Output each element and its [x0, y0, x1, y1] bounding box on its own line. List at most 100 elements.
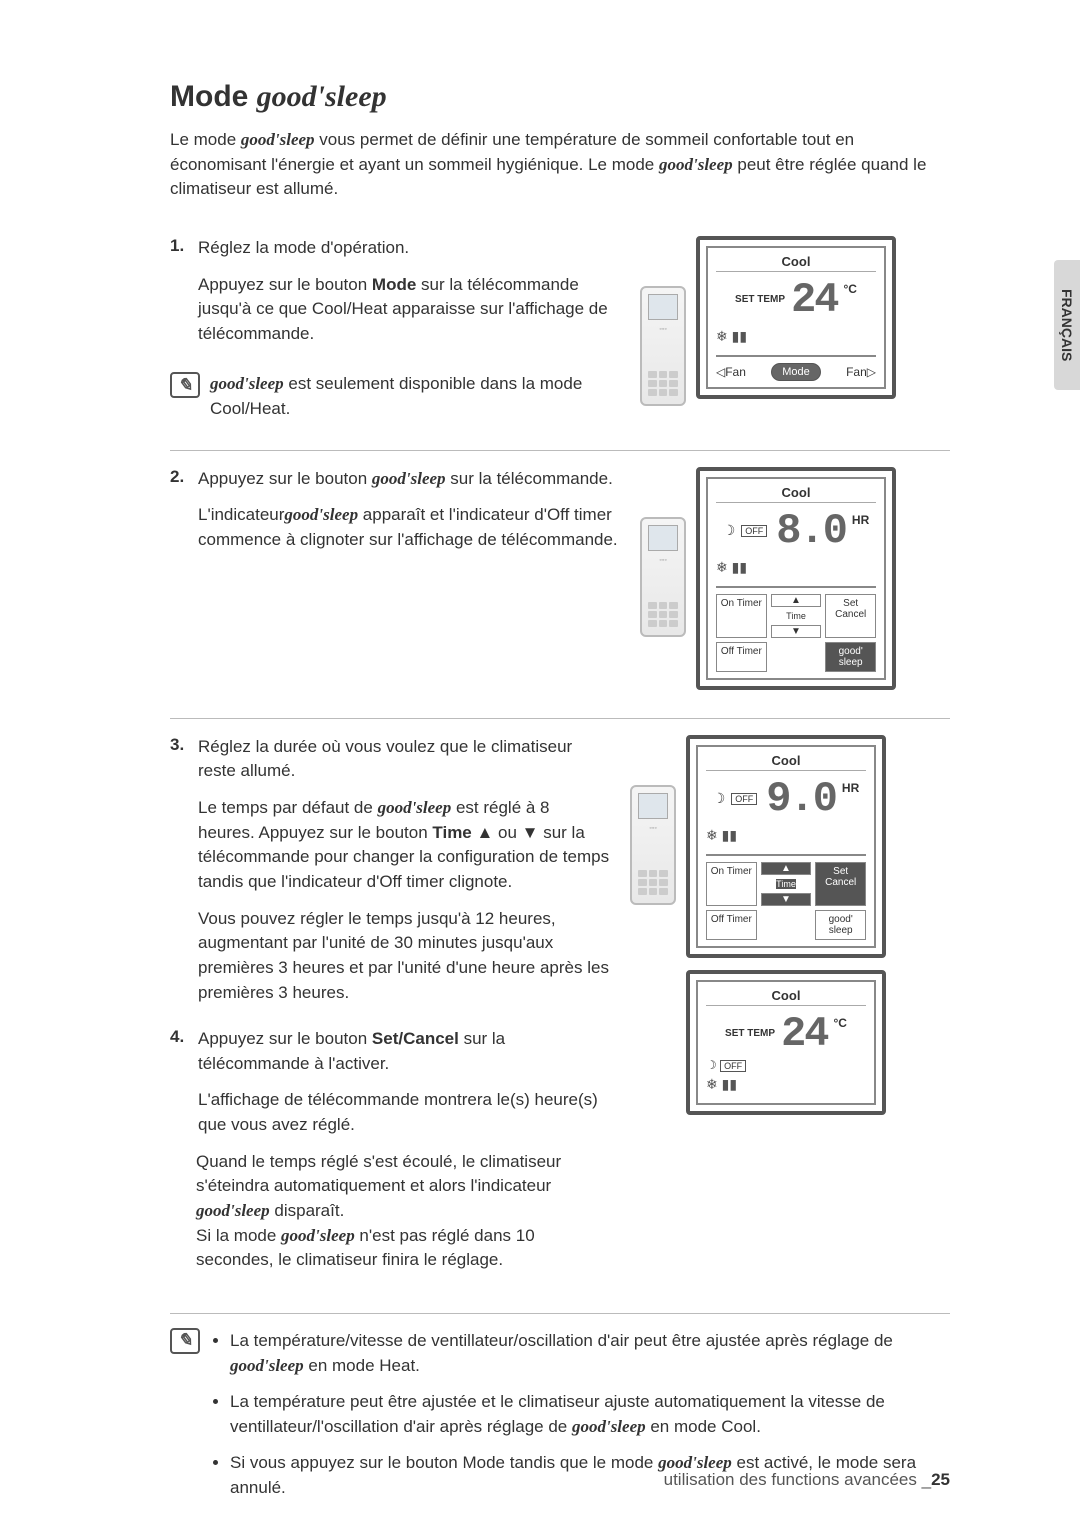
- s4l4a: s'éteindra automatiquement et alors l'in…: [196, 1176, 551, 1195]
- display-step1: Cool SET TEMP 24 °C ❄ ▮▮ ◁Fan Mode Fan▷: [696, 236, 896, 399]
- d3-offtimer: Off Timer: [706, 910, 757, 940]
- step4-line2: L'affichage de télécommande montrera le(…: [198, 1088, 610, 1137]
- s2l1a: Appuyez sur le bouton: [198, 469, 372, 488]
- step4-line4: s'éteindra automatiquement et alors l'in…: [196, 1174, 610, 1223]
- d4-icons: ❄ ▮▮: [706, 1072, 866, 1097]
- d2-gs-btn: good' sleep: [825, 642, 876, 672]
- d1-icons: ❄ ▮▮: [716, 324, 876, 349]
- d2-off: OFF: [741, 525, 767, 537]
- final-bullet-1: La température/vitesse de ventillateur/o…: [230, 1328, 950, 1379]
- d4-off: OFF: [720, 1060, 746, 1072]
- intro-gs2: good'sleep: [659, 155, 733, 174]
- note-icon: ✎: [170, 372, 200, 398]
- display-step4: Cool SET TEMP 24 °C ☽ OFF ❄ ▮▮: [686, 970, 886, 1115]
- d3-value: 9.0: [766, 775, 836, 823]
- fb1a: La température/vitesse de ventillateur/o…: [230, 1331, 893, 1350]
- fb2gs: good'sleep: [572, 1417, 646, 1436]
- d4-value: 24: [781, 1010, 827, 1058]
- d2-sleep-icon: ☽: [723, 522, 736, 539]
- step1-note: good'sleep est seulement disponible dans…: [210, 372, 620, 421]
- d2-value: 8.0: [776, 507, 846, 555]
- step1-number: 1.: [170, 236, 188, 256]
- d1-fanr: Fan▷: [846, 365, 876, 379]
- d3-unit: HR: [842, 781, 859, 795]
- d1-unit: °C: [843, 282, 856, 296]
- remote-illustration: ◦◦◦: [630, 785, 676, 905]
- footer-page-number: 25: [931, 1470, 950, 1489]
- d3-ontimer: On Timer: [706, 862, 757, 906]
- d4-unit: °C: [833, 1016, 846, 1030]
- step3-line1: Réglez la durée où vous voulez que le cl…: [198, 735, 610, 784]
- remote-illustration: ◦◦◦: [640, 517, 686, 637]
- d2-setcancel: Set Cancel: [825, 594, 876, 638]
- d3-icons: ❄ ▮▮: [706, 823, 866, 848]
- d2-icons: ❄ ▮▮: [716, 555, 876, 580]
- step4-line3: Quand le temps réglé s'est écoulé, le cl…: [196, 1150, 610, 1175]
- final-bullet-2: La température peut être ajustée et le c…: [230, 1389, 950, 1440]
- d2-offtimer: Off Timer: [716, 642, 767, 672]
- page-footer: utilisation des functions avancées _25: [664, 1470, 950, 1490]
- title-goodsleep: good'sleep: [257, 80, 387, 113]
- s4l5a: Si la mode: [196, 1226, 281, 1245]
- d2-ontimer: On Timer: [716, 594, 767, 638]
- step1-line1: Réglez la mode d'opération.: [198, 236, 620, 261]
- s4-setcancel-bold: Set/Cancel: [372, 1029, 459, 1048]
- step3-line2: Le temps par défaut de good'sleep est ré…: [198, 796, 610, 895]
- display-step2: Cool ☽ OFF 8.0 HR ❄ ▮▮ On Timer ▲ Time ▼…: [696, 467, 896, 690]
- d3-top: Cool: [706, 753, 866, 771]
- s2l1b: sur la télécommande.: [446, 469, 613, 488]
- remote-illustration: ◦◦◦: [640, 286, 686, 406]
- footer-text: utilisation des functions avancées _: [664, 1470, 931, 1489]
- step1-mode-bold: Mode: [372, 275, 416, 294]
- page-title: Mode good'sleep: [170, 80, 950, 114]
- d3-sleep-icon: ☽: [713, 790, 726, 807]
- step3-number: 3.: [170, 735, 188, 755]
- s3l2a: Le temps par défaut de: [198, 798, 378, 817]
- intro-gs1: good'sleep: [241, 130, 315, 149]
- s2l1gs: good'sleep: [372, 469, 446, 488]
- step-1: 1. Réglez la mode d'opération. Appuyez s…: [170, 220, 950, 451]
- step4-line1: Appuyez sur le bouton Set/Cancel sur la …: [198, 1027, 610, 1076]
- intro-t1: Le mode: [170, 130, 241, 149]
- d3-time: Time: [776, 879, 796, 889]
- fb2b: en mode Cool.: [646, 1417, 761, 1436]
- fb1b: en mode Heat.: [304, 1356, 420, 1375]
- d2-time: Time: [786, 611, 806, 621]
- step3-line3: Vous pouvez régler le temps jusqu'à 12 h…: [198, 907, 610, 1006]
- d1-value: 24: [791, 276, 837, 324]
- step4-line5: Si la mode good'sleep n'est pas réglé da…: [196, 1224, 610, 1273]
- step1-note-gs: good'sleep: [210, 374, 284, 393]
- d2-top: Cool: [716, 485, 876, 503]
- fb1gs: good'sleep: [230, 1356, 304, 1375]
- d2-unit: HR: [852, 513, 869, 527]
- step2-number: 2.: [170, 467, 188, 487]
- step2-line1: Appuyez sur le bouton good'sleep sur la …: [198, 467, 620, 492]
- step-3-4: 3. Réglez la durée où vous voulez que le…: [170, 719, 950, 1314]
- s4l5gs: good'sleep: [281, 1226, 355, 1245]
- step4-number: 4.: [170, 1027, 188, 1047]
- s2l2gs: good'sleep: [284, 505, 358, 524]
- s4l4b: disparaît.: [270, 1201, 345, 1220]
- d2-time-col: ▲ Time ▼: [771, 594, 822, 638]
- d1-mode-btn: Mode: [771, 363, 821, 381]
- d3-time-col: ▲ Time ▼: [761, 862, 812, 906]
- fb2a: La température peut être ajustée et le c…: [230, 1392, 885, 1437]
- note-icon: ✎: [170, 1328, 200, 1354]
- intro-paragraph: Le mode good'sleep vous permet de défini…: [170, 128, 950, 202]
- step1-l2a: Appuyez sur le bouton: [198, 275, 372, 294]
- d3-gs-btn: good' sleep: [815, 910, 866, 940]
- d3-off: OFF: [731, 793, 757, 805]
- s4l1a: Appuyez sur le bouton: [198, 1029, 372, 1048]
- display-step3: Cool ☽ OFF 9.0 HR ❄ ▮▮ On Timer ▲ Time ▼: [686, 735, 886, 958]
- d3-setcancel: Set Cancel: [815, 862, 866, 906]
- d1-fanl: ◁Fan: [716, 365, 746, 379]
- s3l2gs: good'sleep: [378, 798, 452, 817]
- s4l4gs: good'sleep: [196, 1201, 270, 1220]
- step-2: 2. Appuyez sur le bouton good'sleep sur …: [170, 451, 950, 719]
- d4-top: Cool: [706, 988, 866, 1006]
- step1-line2: Appuyez sur le bouton Mode sur la téléco…: [198, 273, 620, 347]
- language-tab: FRANÇAIS: [1054, 260, 1080, 390]
- step2-line2: L'indicateurgood'sleep apparaît et l'ind…: [198, 503, 620, 552]
- title-prefix: Mode: [170, 80, 257, 113]
- d1-label: SET TEMP: [735, 294, 785, 305]
